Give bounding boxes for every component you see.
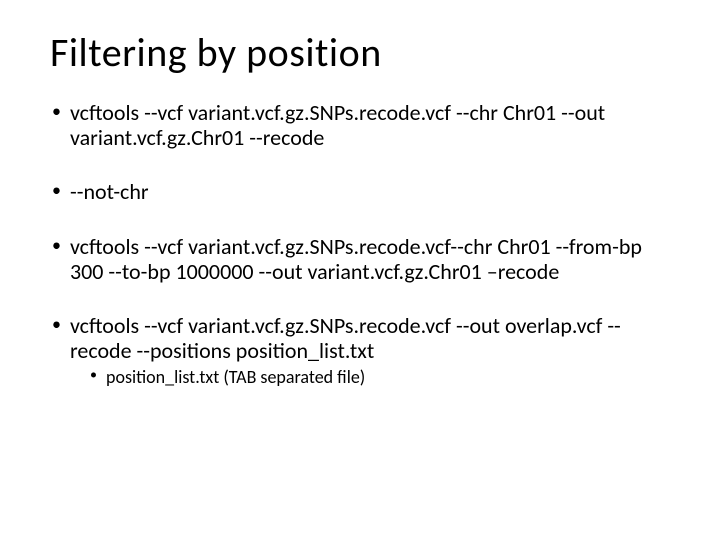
list-item: vcftools --vcf variant.vcf.gz.SNPs.recod…: [50, 235, 670, 284]
list-item: vcftools --vcf variant.vcf.gz.SNPs.recod…: [50, 314, 670, 389]
list-item: --not-chr: [50, 180, 670, 205]
bullet-text: --not-chr: [70, 178, 149, 205]
bullet-text: vcftools --vcf variant.vcf.gz.SNPs.recod…: [70, 99, 605, 151]
bullet-text: vcftools --vcf variant.vcf.gz.SNPs.recod…: [70, 233, 642, 285]
sub-bullet-text: position_list.txt (TAB separated file): [106, 366, 365, 388]
sub-list-item: position_list.txt (TAB separated file): [90, 367, 670, 389]
slide: Filtering by position vcftools --vcf var…: [0, 0, 720, 540]
sub-bullet-list: position_list.txt (TAB separated file): [90, 367, 670, 389]
slide-title: Filtering by position: [50, 28, 670, 77]
list-item: vcftools --vcf variant.vcf.gz.SNPs.recod…: [50, 101, 670, 150]
bullet-text: vcftools --vcf variant.vcf.gz.SNPs.recod…: [70, 312, 621, 364]
bullet-list: vcftools --vcf variant.vcf.gz.SNPs.recod…: [50, 101, 670, 389]
